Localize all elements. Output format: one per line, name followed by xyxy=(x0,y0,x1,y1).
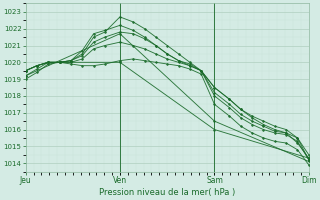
X-axis label: Pression niveau de la mer( hPa ): Pression niveau de la mer( hPa ) xyxy=(99,188,235,197)
